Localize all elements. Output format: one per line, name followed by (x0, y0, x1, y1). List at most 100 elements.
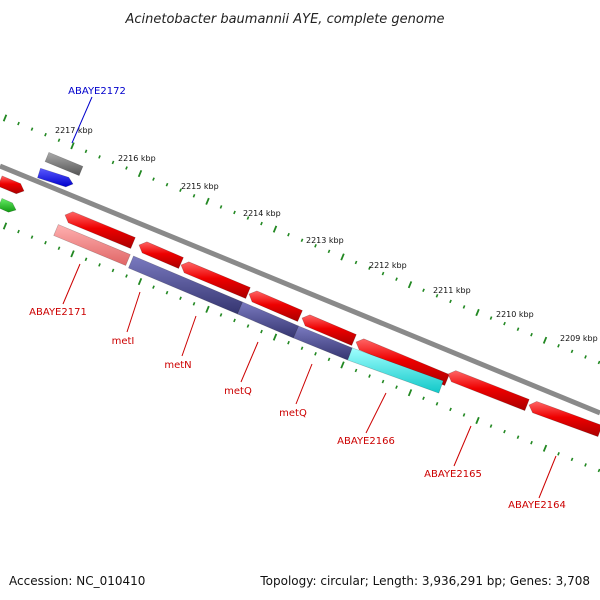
gene-red-7[interactable] (447, 370, 530, 411)
minor-tick (435, 294, 439, 298)
gene-red-1[interactable] (64, 211, 136, 249)
inner-tick-row (2, 222, 600, 473)
minor-tick (422, 396, 425, 401)
kbp-label-2215: 2215 kbp (181, 182, 219, 191)
kbp-label-2211: 2211 kbp (433, 286, 471, 295)
gene-red-5[interactable] (301, 314, 357, 346)
major-tick (272, 333, 278, 341)
minor-tick (570, 457, 574, 462)
gene-labels: ABAYE2172 ABAYE2171 metI metN metQ metQ … (29, 86, 566, 511)
minor-tick (111, 160, 115, 165)
minor-tick (84, 257, 88, 262)
gene-metN[interactable] (237, 301, 299, 339)
gene-label-abaye2164[interactable]: ABAYE2164 (508, 500, 566, 511)
leader-abaye2172 (71, 96, 93, 144)
leader-abaye2166 (365, 392, 387, 434)
minor-tick (597, 468, 600, 473)
major-tick (70, 142, 75, 150)
minor-tick (152, 285, 155, 289)
label-leaders (62, 96, 557, 499)
minor-tick (584, 355, 587, 359)
gene-abaye2166[interactable] (347, 347, 444, 394)
minor-tick (354, 368, 358, 373)
gene-label-metq-1[interactable]: metQ (224, 386, 252, 397)
minor-tick (530, 332, 533, 337)
minor-tick (165, 182, 169, 187)
minor-tick (449, 407, 452, 412)
minor-tick (462, 413, 466, 417)
minor-tick (165, 290, 169, 295)
gene-metQ[interactable] (293, 325, 353, 361)
major-tick (137, 277, 143, 286)
gene-label-abaye2171[interactable]: ABAYE2171 (29, 307, 87, 318)
minor-tick (422, 288, 425, 293)
minor-tick (449, 299, 452, 304)
minor-tick (219, 205, 223, 209)
minor-tick (98, 263, 101, 267)
leader-metq-1 (240, 341, 259, 383)
minor-tick (84, 149, 88, 154)
outer-tick-row (2, 114, 600, 365)
minor-tick (395, 385, 398, 389)
minor-tick (233, 210, 236, 215)
minor-tick (111, 268, 115, 273)
minor-tick (381, 271, 385, 276)
minor-tick (530, 440, 533, 445)
minor-tick (557, 452, 560, 456)
minor-tick (44, 132, 47, 137)
gene-label-metq-2[interactable]: metQ (279, 408, 307, 419)
gene-red-edge[interactable] (0, 175, 25, 195)
minor-tick (233, 318, 236, 323)
major-tick (542, 336, 548, 344)
major-tick (70, 250, 75, 258)
major-tick (542, 444, 548, 452)
minor-tick (516, 327, 520, 331)
accession-text: Accession: NC_010410 (9, 574, 145, 588)
gene-red-6[interactable] (355, 338, 450, 386)
genome-summary-text: Topology: circular; Length: 3,936,291 bp… (259, 574, 590, 588)
minor-tick (179, 188, 182, 193)
major-tick (205, 197, 210, 205)
minor-tick (44, 240, 47, 245)
minor-tick (260, 329, 263, 334)
gene-label-abaye2166[interactable]: ABAYE2166 (337, 436, 395, 447)
major-tick (340, 361, 345, 369)
gene-abaye2171[interactable] (53, 224, 131, 266)
gene-track (0, 152, 600, 437)
minor-tick (17, 229, 20, 234)
major-tick (340, 253, 345, 261)
major-tick (407, 389, 413, 397)
minor-tick (327, 249, 331, 254)
gene-abaye2172[interactable] (37, 167, 74, 188)
minor-tick (314, 244, 317, 248)
kbp-label-2210: 2210 kbp (496, 310, 534, 319)
minor-tick (300, 346, 304, 351)
gene-label-abaye2165[interactable]: ABAYE2165 (424, 469, 482, 480)
gene-metI[interactable] (128, 255, 243, 315)
major-tick (137, 169, 143, 178)
major-tick (475, 416, 480, 425)
gene-label-meti[interactable]: metI (112, 336, 135, 347)
kbp-label-2212: 2212 kbp (369, 261, 407, 270)
map-title: Acinetobacter baumannii AYE, complete ge… (124, 12, 444, 27)
gene-label-abaye2172[interactable]: ABAYE2172 (68, 86, 126, 97)
leader-metn (181, 315, 197, 357)
gene-red-3[interactable] (180, 261, 251, 299)
minor-tick (219, 313, 223, 317)
gene-red-8[interactable] (528, 401, 600, 437)
gene-grey[interactable] (44, 152, 84, 176)
genome-backbone (0, 163, 600, 416)
leader-metq-2 (295, 363, 313, 405)
minor-tick (179, 296, 182, 301)
gene-red-2[interactable] (138, 241, 184, 269)
minor-tick (395, 277, 398, 281)
gene-red-4[interactable] (248, 290, 303, 322)
gene-green-edge[interactable] (0, 198, 17, 213)
minor-tick (435, 402, 439, 406)
gene-label-metn[interactable]: metN (164, 360, 191, 371)
minor-tick (246, 216, 250, 220)
kbp-label-2214: 2214 kbp (243, 209, 281, 218)
minor-tick (381, 379, 385, 384)
leader-meti (126, 291, 141, 333)
minor-tick (17, 121, 20, 126)
